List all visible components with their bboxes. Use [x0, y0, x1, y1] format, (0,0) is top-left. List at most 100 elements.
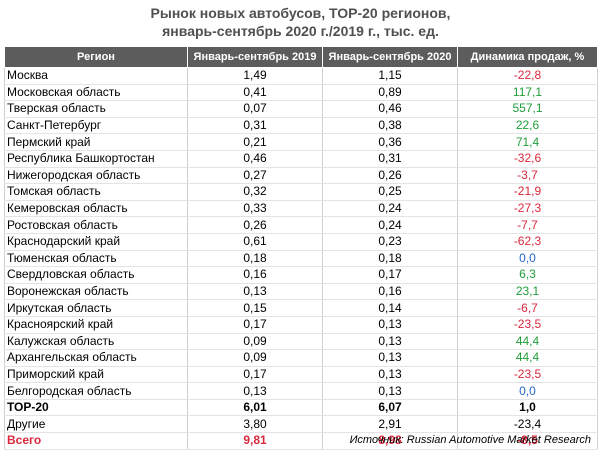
- region-cell: Архангельская область: [4, 349, 188, 367]
- change-cell: -23,4: [457, 415, 598, 434]
- value-2020-cell: 0,14: [322, 299, 458, 317]
- value-2019-cell: 0,21: [187, 133, 323, 151]
- column-header-2019: Январь-сентябрь 2019: [187, 46, 323, 68]
- change-cell: -8,5: [457, 432, 598, 450]
- table-row: Свердловская область 0,16 0,17 6,3: [4, 266, 598, 284]
- value-2019-cell: 0,07: [187, 100, 323, 118]
- change-cell: -62,3: [457, 233, 598, 251]
- table-header-row: Регион Январь-сентябрь 2019 Январь-сентя…: [4, 46, 598, 68]
- table-row: Белгородская область 0,13 0,13 0,0: [4, 382, 598, 400]
- change-cell: -23,5: [457, 366, 598, 384]
- table-row: Приморский край 0,17 0,13 -23,5: [4, 366, 598, 384]
- change-cell: 0,0: [457, 250, 598, 268]
- change-cell: 6,3: [457, 266, 598, 284]
- change-cell: 23,1: [457, 283, 598, 301]
- region-cell: Иркутская область: [4, 299, 188, 317]
- value-2019-cell: 0,17: [187, 316, 323, 334]
- change-cell: -7,7: [457, 216, 598, 234]
- value-2019-cell: 0,33: [187, 200, 323, 218]
- value-2020-cell: 0,16: [322, 283, 458, 301]
- change-cell: -3,7: [457, 167, 598, 185]
- region-cell: Ростовская область: [4, 216, 188, 234]
- change-cell: 1,0: [457, 398, 598, 417]
- region-cell: Тюменская область: [4, 250, 188, 268]
- table-row: Пермский край 0,21 0,36 71,4: [4, 133, 598, 151]
- table-row: Ростовская область 0,26 0,24 -7,7: [4, 216, 598, 234]
- region-cell: ТОР-20: [4, 398, 188, 417]
- value-2019-cell: 3,80: [187, 415, 323, 434]
- value-2020-cell: 2,91: [322, 415, 458, 434]
- region-cell: Калужская область: [4, 333, 188, 351]
- value-2019-cell: 0,61: [187, 233, 323, 251]
- table-row: Томская область 0,32 0,25 -21,9: [4, 183, 598, 201]
- table-row: Санкт-Петербург 0,31 0,38 22,6: [4, 117, 598, 135]
- region-cell: Москва: [4, 67, 188, 85]
- value-2020-cell: 0,23: [322, 233, 458, 251]
- column-header-change: Динамика продаж, %: [457, 46, 598, 68]
- change-cell: -22,8: [457, 67, 598, 85]
- title-line-1: Рынок новых автобусов, ТОР-20 регионов,: [150, 5, 451, 21]
- change-cell: -6,7: [457, 299, 598, 317]
- value-2020-cell: 0,26: [322, 167, 458, 185]
- region-cell: Свердловская область: [4, 266, 188, 284]
- source-note: Источник: Russian Automotive Market Rese…: [349, 434, 591, 446]
- value-2020-cell: 0,13: [322, 333, 458, 351]
- value-2019-cell: 0,32: [187, 183, 323, 201]
- region-cell: Кемеровская область: [4, 200, 188, 218]
- table-row: Иркутская область 0,15 0,14 -6,7: [4, 299, 598, 317]
- table-row: Республика Башкортостан 0,46 0,31 -32,6: [4, 150, 598, 168]
- value-2020-cell: 0,13: [322, 382, 458, 400]
- value-2019-cell: 0,09: [187, 349, 323, 367]
- value-2019-cell: 0,27: [187, 167, 323, 185]
- change-cell: 0,0: [457, 382, 598, 400]
- value-2020-cell: 1,15: [322, 67, 458, 85]
- value-2020-cell: 6,07: [322, 398, 458, 417]
- change-cell: 71,4: [457, 133, 598, 151]
- region-cell: Московская область: [4, 84, 188, 102]
- change-cell: -21,9: [457, 183, 598, 201]
- value-2020-cell: 0,13: [322, 316, 458, 334]
- value-2020-cell: 0,36: [322, 133, 458, 151]
- table-row: Воронежская область 0,13 0,16 23,1: [4, 283, 598, 301]
- region-cell: Нижегородская область: [4, 167, 188, 185]
- value-2020-cell: 0,13: [322, 366, 458, 384]
- chart-title: Рынок новых автобусов, ТОР-20 регионов, …: [0, 4, 601, 40]
- table-row: Московская область 0,41 0,89 117,1: [4, 84, 598, 102]
- table-body: Москва 1,49 1,15 -22,8 Московская область 0,4…: [4, 67, 598, 450]
- change-cell: -32,6: [457, 150, 598, 168]
- region-cell: Другие: [4, 415, 188, 434]
- value-2020-cell: 0,24: [322, 200, 458, 218]
- summary-row-top20: ТОР-20 6,01 6,07 1,0: [4, 398, 598, 417]
- summary-row-total: Всего 9,81 8,98 -8,5: [4, 432, 598, 450]
- value-2020-cell: 8,98: [322, 432, 458, 450]
- value-2019-cell: 0,09: [187, 333, 323, 351]
- value-2020-cell: 0,13: [322, 349, 458, 367]
- summary-row-other: Другие 3,80 2,91 -23,4: [4, 415, 598, 434]
- region-cell: Томская область: [4, 183, 188, 201]
- region-cell: Воронежская область: [4, 283, 188, 301]
- value-2019-cell: 0,46: [187, 150, 323, 168]
- value-2019-cell: 0,18: [187, 250, 323, 268]
- change-cell: -27,3: [457, 200, 598, 218]
- title-line-2: январь-сентябрь 2020 г./2019 г., тыс. ед…: [162, 23, 439, 39]
- value-2019-cell: 0,31: [187, 117, 323, 135]
- region-cell: Всего: [4, 432, 188, 450]
- table-row: Красноярский край 0,17 0,13 -23,5: [4, 316, 598, 334]
- table-row: Нижегородская область 0,27 0,26 -3,7: [4, 167, 598, 185]
- value-2020-cell: 0,18: [322, 250, 458, 268]
- change-cell: 44,4: [457, 333, 598, 351]
- table-row: Краснодарский край 0,61 0,23 -62,3: [4, 233, 598, 251]
- change-cell: 117,1: [457, 84, 598, 102]
- change-cell: 557,1: [457, 100, 598, 118]
- value-2019-cell: 0,26: [187, 216, 323, 234]
- change-cell: 44,4: [457, 349, 598, 367]
- value-2019-cell: 0,13: [187, 382, 323, 400]
- value-2020-cell: 0,25: [322, 183, 458, 201]
- value-2019-cell: 0,15: [187, 299, 323, 317]
- change-cell: 22,6: [457, 117, 598, 135]
- table-row: Москва 1,49 1,15 -22,8: [4, 67, 598, 85]
- value-2020-cell: 0,31: [322, 150, 458, 168]
- table-row: Тверская область 0,07 0,46 557,1: [4, 100, 598, 118]
- sales-table: Регион Январь-сентябрь 2019 Январь-сентя…: [4, 46, 598, 450]
- value-2019-cell: 0,17: [187, 366, 323, 384]
